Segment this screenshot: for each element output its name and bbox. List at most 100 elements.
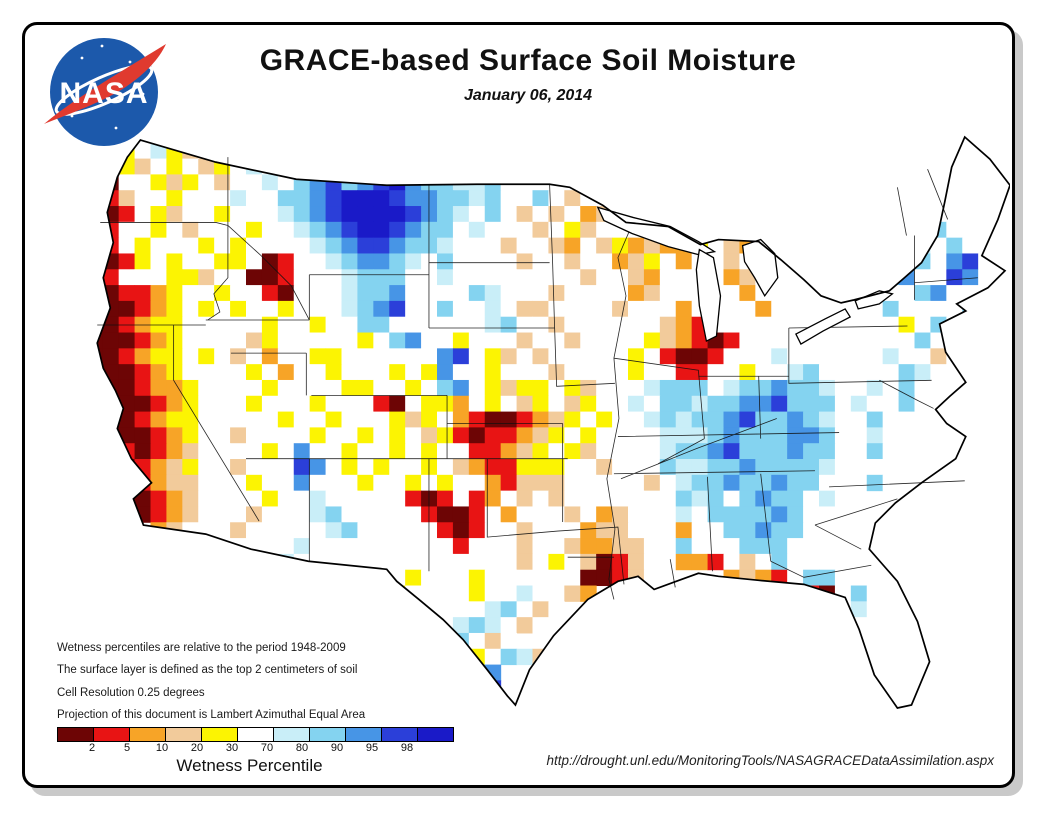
moisture-cell (850, 348, 868, 365)
moisture-cell (246, 269, 263, 286)
moisture-cell (532, 348, 549, 365)
moisture-cell (707, 459, 725, 476)
footnote-line: Cell Resolution 0.25 degrees (57, 686, 205, 699)
moisture-cell (659, 522, 677, 539)
moisture-cell (643, 411, 661, 428)
moisture-cell (134, 206, 152, 223)
moisture-cell (405, 395, 422, 413)
moisture-cell (325, 158, 343, 175)
legend-tick: 80 (295, 742, 309, 754)
moisture-cell (771, 648, 788, 666)
moisture-cell (468, 601, 486, 618)
moisture-cell (373, 632, 390, 650)
moisture-cell (230, 443, 247, 460)
moisture-cell (787, 664, 804, 681)
moisture-cell (102, 269, 120, 286)
moisture-cell (405, 506, 422, 523)
moisture-cell (405, 316, 422, 334)
moisture-cell (946, 237, 963, 254)
moisture-cell (850, 364, 868, 381)
moisture-cell (150, 411, 167, 428)
moisture-cell (468, 459, 486, 476)
moisture-cell (532, 443, 549, 460)
moisture-cell (723, 285, 740, 302)
moisture-cell (723, 395, 740, 413)
moisture-cell (118, 285, 136, 302)
moisture-cell (612, 348, 629, 365)
moisture-cell (182, 459, 199, 476)
moisture-cell (771, 427, 788, 444)
moisture-cell (484, 648, 502, 666)
moisture-cell (500, 632, 518, 650)
moisture-cell (452, 648, 470, 666)
moisture-cell (277, 221, 295, 239)
moisture-cell (803, 411, 820, 428)
moisture-cell (755, 332, 772, 349)
moisture-cell (564, 569, 581, 587)
moisture-cell (452, 506, 470, 523)
moisture-cell (771, 237, 788, 254)
moisture-cell (468, 617, 486, 634)
nasa-logo: NASA (42, 32, 172, 154)
moisture-cell (612, 364, 629, 381)
moisture-cell (675, 379, 693, 397)
moisture-cell (452, 601, 470, 618)
moisture-cell (500, 332, 518, 349)
moisture-cell (659, 348, 677, 365)
moisture-cell (659, 285, 677, 302)
moisture-cell (564, 300, 581, 318)
moisture-cell (596, 474, 613, 492)
moisture-cell (882, 395, 900, 413)
moisture-cell (325, 585, 343, 602)
moisture-cell (452, 632, 470, 650)
moisture-cell (357, 538, 374, 555)
moisture-cell (771, 300, 788, 318)
moisture-cell (675, 506, 693, 523)
moisture-cell (643, 364, 661, 381)
moisture-cell (97, 285, 104, 302)
moisture-cell (373, 237, 390, 254)
source-url-link[interactable]: http://drought.unl.edu/MonitoringTools/N… (546, 753, 994, 768)
moisture-cell (214, 427, 231, 444)
moisture-cell (628, 332, 645, 349)
moisture-cell (978, 348, 995, 365)
moisture-cell (803, 601, 820, 618)
moisture-cell (325, 490, 343, 507)
legend-tick-labels: 2 5 10 20 30 70 80 90 95 98 (57, 742, 457, 756)
moisture-cell (580, 506, 597, 523)
moisture-cell (309, 443, 327, 460)
moisture-cell (930, 348, 947, 365)
moisture-cell (198, 348, 215, 365)
moisture-cell (548, 221, 565, 239)
moisture-cell (532, 190, 549, 207)
moisture-cell (866, 269, 884, 286)
moisture-cell (166, 190, 183, 207)
moisture-cell (596, 569, 613, 587)
moisture-cell (230, 411, 247, 428)
moisture-cell (97, 237, 104, 254)
moisture-cell (819, 269, 836, 286)
moisture-cell (564, 237, 581, 254)
moisture-cell (723, 300, 740, 318)
moisture-cell (182, 538, 199, 555)
moisture-cell (564, 506, 581, 523)
moisture-cell (962, 332, 979, 349)
moisture-cell (500, 364, 518, 381)
moisture-cell (437, 522, 454, 539)
moisture-cell (182, 490, 199, 507)
moisture-cell (803, 364, 820, 381)
moisture-cell (293, 237, 311, 254)
moisture-cell (261, 269, 279, 286)
moisture-cell (532, 316, 549, 334)
moisture-cell (452, 664, 470, 681)
moisture-cell (819, 522, 836, 539)
moisture-cell (580, 285, 597, 302)
moisture-cell (357, 206, 374, 223)
moisture-cell (389, 332, 406, 349)
moisture-cell (946, 269, 963, 286)
moisture-cell (516, 585, 534, 602)
moisture-cell (166, 174, 183, 191)
moisture-cell (819, 427, 836, 444)
moisture-cell (691, 411, 709, 428)
moisture-cell (277, 253, 295, 270)
